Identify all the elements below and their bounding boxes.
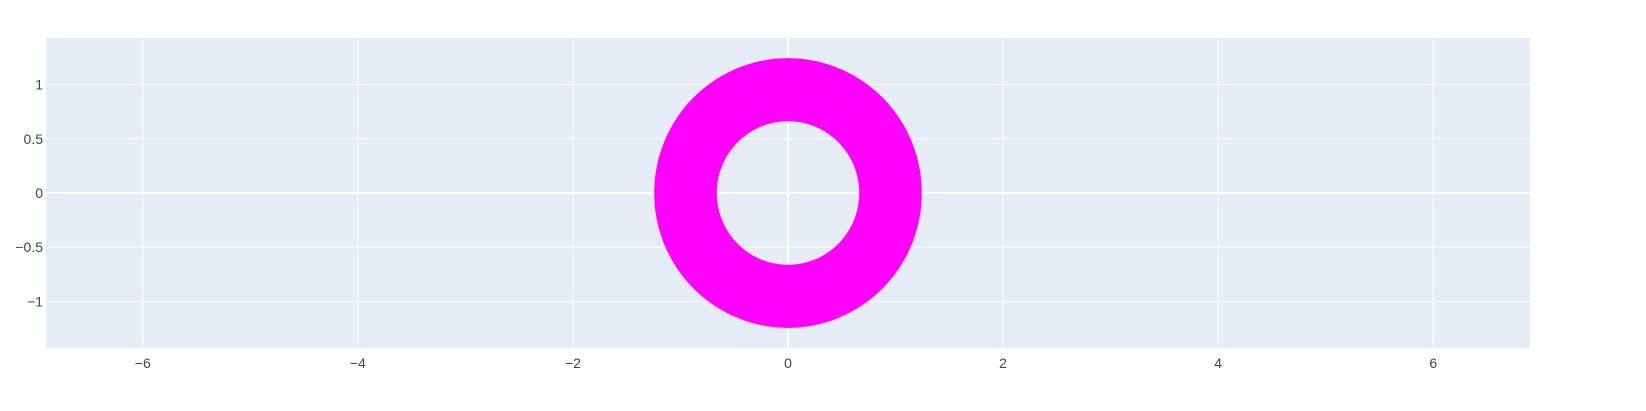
x-axis-ticks: −6 −4 −2 0 2 4 6 — [135, 355, 1438, 371]
x-tick-label: −2 — [565, 355, 581, 371]
grid-lines — [46, 38, 1530, 348]
x-tick-label: 6 — [1429, 355, 1437, 371]
y-tick-label: −0.5 — [15, 239, 43, 255]
x-tick-label: −6 — [135, 355, 151, 371]
spirograph-series-line — [654, 58, 922, 328]
y-tick-label: 1 — [35, 77, 43, 93]
y-tick-label: 0 — [35, 185, 43, 201]
curve-layer — [654, 58, 922, 328]
y-tick-label: 0.5 — [24, 131, 44, 147]
x-tick-label: 0 — [784, 355, 792, 371]
x-tick-label: 2 — [999, 355, 1007, 371]
x-tick-label: −4 — [350, 355, 366, 371]
x-tick-label: 4 — [1214, 355, 1222, 371]
y-tick-label: −1 — [27, 293, 43, 309]
y-axis-ticks: −1 −0.5 0 0.5 1 — [15, 77, 43, 310]
